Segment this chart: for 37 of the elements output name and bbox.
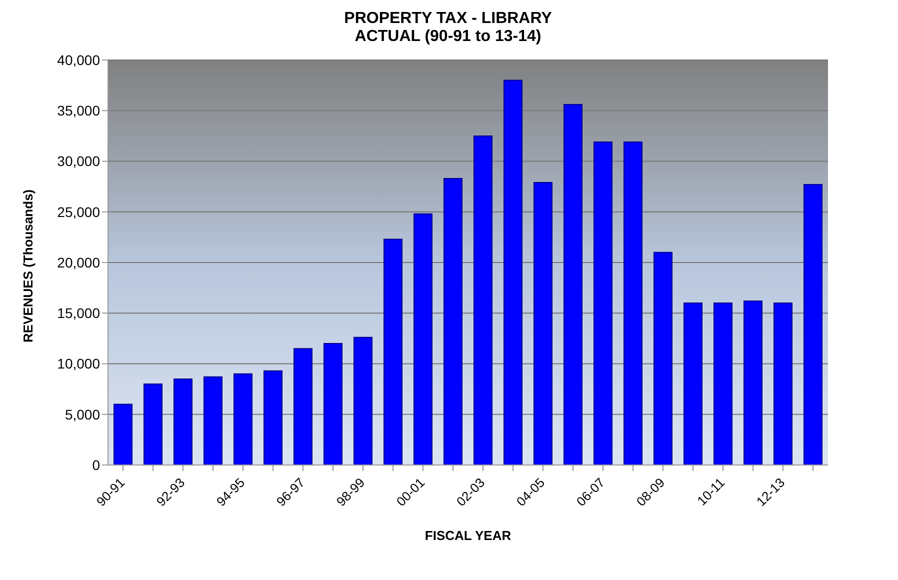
bar xyxy=(114,404,132,465)
bar xyxy=(804,184,822,465)
bar xyxy=(474,135,492,465)
bar xyxy=(684,302,702,465)
y-tick-label: 25,000 xyxy=(57,204,100,220)
bar xyxy=(144,384,162,465)
bar xyxy=(204,376,222,465)
bar xyxy=(744,300,762,465)
y-tick-label: 5,000 xyxy=(64,406,100,422)
bar xyxy=(264,370,282,465)
chart-title: PROPERTY TAX - LIBRARY xyxy=(343,10,553,28)
bar xyxy=(594,142,612,465)
y-axis-title: REVENUES (Thousands) xyxy=(20,189,36,342)
bar xyxy=(234,373,252,465)
y-tick-label: 15,000 xyxy=(57,305,100,322)
y-tick-label: 35,000 xyxy=(57,102,100,119)
bar xyxy=(174,378,192,465)
bar xyxy=(624,142,642,465)
y-tick-label: 0 xyxy=(92,456,100,473)
bar xyxy=(444,178,462,465)
bar xyxy=(564,104,582,465)
bar xyxy=(294,348,312,465)
bar xyxy=(534,182,552,465)
bar xyxy=(774,302,792,465)
y-tick-label: 10,000 xyxy=(57,356,100,372)
bar xyxy=(714,302,732,465)
y-tick-label: 40,000 xyxy=(57,52,100,68)
chart-subtitle: ACTUAL (90-91 to 13-14) xyxy=(354,28,542,46)
bar xyxy=(504,80,522,465)
bar xyxy=(654,252,672,465)
x-axis-title: FISCAL YEAR xyxy=(424,528,512,543)
bar xyxy=(354,336,372,465)
bar xyxy=(324,343,342,465)
bar xyxy=(384,238,402,465)
y-tick-label: 30,000 xyxy=(57,153,100,170)
bar xyxy=(414,213,432,465)
y-tick-label: 20,000 xyxy=(57,254,100,270)
